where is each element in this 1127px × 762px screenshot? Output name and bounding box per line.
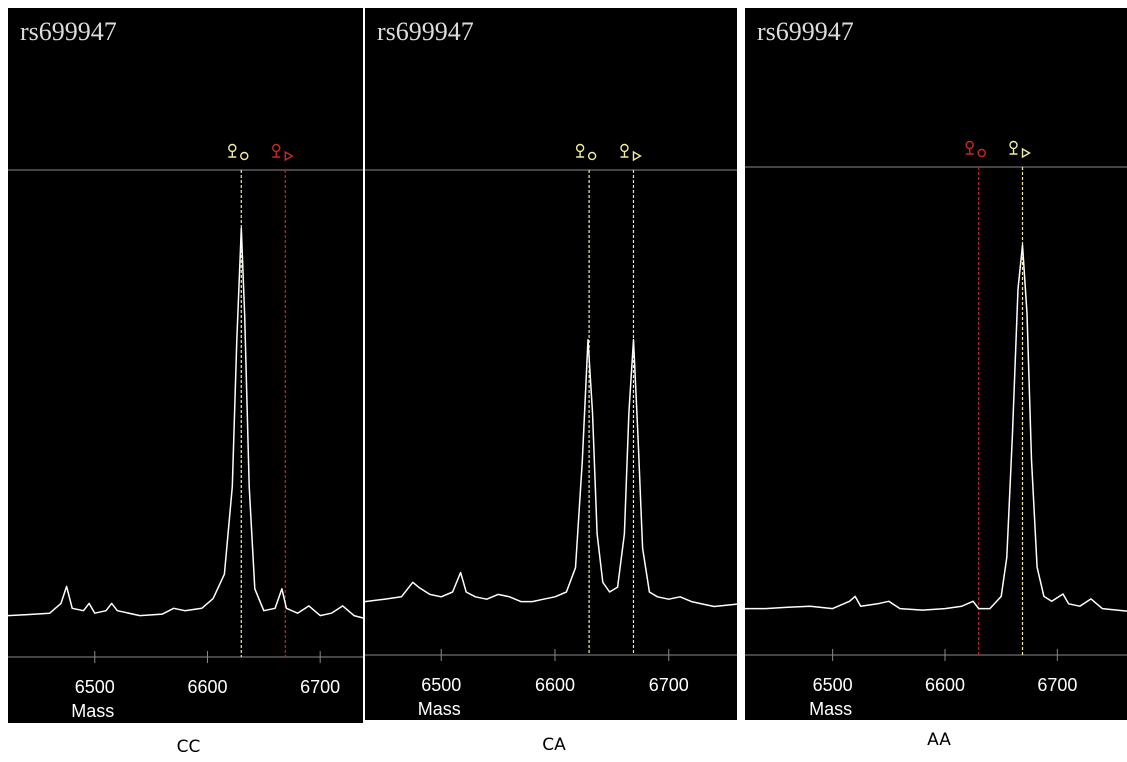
genotype-caption: CA [542,735,566,755]
icon-tail [228,151,237,158]
icon-shape [587,151,597,161]
x-tick-label: 6500 [75,677,115,697]
panel-title: rs699947 [20,17,117,46]
allele-marker-icon [620,143,642,162]
x-tick-label: 6500 [813,675,853,695]
panel-background [745,8,1127,720]
x-tick-label: 6700 [300,677,340,697]
genotype-caption: CC [177,737,201,757]
icon-shape [977,148,986,158]
allele-marker-icon [228,143,249,161]
panel-background [8,8,363,723]
genotype-caption: AA [927,730,951,750]
x-axis-label: Mass [418,699,461,719]
spectrum-trace [7,227,364,619]
spectrum-panel: rs699947 6500 6600 6700 Mass [364,8,738,720]
spectrum-panel: rs699947 6500 6600 6700 Mass [745,8,1127,720]
panel-title: rs699947 [757,17,854,46]
allele-marker-icon [1009,140,1031,159]
x-tick-label: 6600 [925,675,965,695]
spectrum-panel: rs699947 6500 6600 6700 Mass [7,8,364,723]
allele-marker-icon [575,143,597,161]
x-tick-label: 6600 [535,675,575,695]
allele-marker-icon [965,140,986,158]
icon-shape [284,150,294,162]
icon-tail [1009,148,1018,155]
icon-tail [272,151,281,158]
icon-tail [576,151,585,158]
icon-tail [965,148,974,155]
icon-shape [1021,147,1031,159]
spectrum-trace [745,244,1127,612]
allele-marker-icon [272,143,294,162]
panel-background [365,8,737,720]
icon-shape [632,150,642,162]
x-tick-label: 6700 [1037,675,1077,695]
panel-title: rs699947 [377,17,474,46]
icon-tail [620,151,629,158]
x-axis-label: Mass [71,701,114,721]
icon-shape [240,151,249,161]
x-tick-label: 6500 [421,675,461,695]
spectrum-trace [364,339,738,608]
x-tick-label: 6700 [649,675,689,695]
x-tick-label: 6600 [187,677,227,697]
x-axis-label: Mass [809,699,852,719]
